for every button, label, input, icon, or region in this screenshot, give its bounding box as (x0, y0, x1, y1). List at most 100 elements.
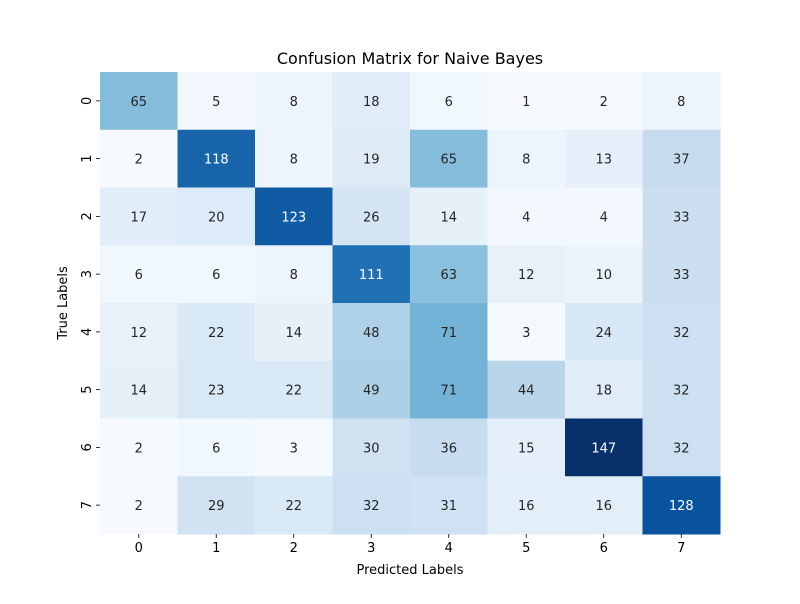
cell-value-label-4-1: 22 (208, 326, 225, 341)
heatmap-cell-6-3 (332, 418, 411, 477)
x-axis-label: Predicted Labels (356, 563, 463, 578)
cell-value-label-0-6: 2 (600, 95, 608, 110)
heatmap-cell-1-0 (100, 129, 178, 188)
cell-value-label-7-3: 32 (363, 499, 380, 514)
cell-value-label-5-6: 18 (595, 384, 612, 399)
heatmap-cell-2-2 (255, 187, 333, 246)
cell-value-label-5-1: 23 (208, 384, 225, 399)
heatmap-cell-7-3 (332, 476, 411, 535)
heatmap-cell-2-1 (177, 187, 256, 246)
cell-value-label-6-5: 15 (518, 441, 535, 456)
cell-value-label-1-6: 13 (595, 153, 612, 168)
cell-value-label-5-5: 44 (518, 384, 535, 399)
cell-value-label-3-1: 6 (212, 268, 220, 283)
cell-value-label-4-7: 32 (673, 326, 690, 341)
cell-value-label-1-7: 37 (673, 153, 690, 168)
heatmap-cell-3-0 (100, 245, 178, 304)
heatmap-cell-5-7 (642, 360, 721, 419)
heatmap-cell-7-6 (565, 476, 643, 535)
cell-value-label-1-3: 19 (363, 153, 380, 168)
heatmap-cell-6-4 (410, 418, 488, 477)
y-tick-label-5: 5 (80, 385, 95, 393)
x-tick-label-1: 1 (212, 541, 220, 556)
heatmap-cell-1-2 (255, 129, 333, 188)
heatmap-cell-3-7 (642, 245, 721, 304)
heatmap-cell-2-5 (487, 187, 566, 246)
y-tick-label-0: 0 (80, 97, 95, 105)
heatmap-cell-0-4 (410, 72, 488, 131)
heatmap-cell-7-2 (255, 476, 333, 535)
heatmap-cell-0-1 (177, 72, 256, 131)
cell-value-label-1-1: 118 (204, 153, 229, 168)
cell-value-label-0-1: 5 (212, 95, 220, 110)
cell-value-label-6-7: 32 (673, 441, 690, 456)
x-tick-label-6: 6 (600, 541, 608, 556)
x-tick-label-4: 4 (445, 541, 453, 556)
heatmap-cell-4-5 (487, 303, 566, 362)
y-axis-label: True Labels (56, 266, 71, 341)
heatmap-cell-3-3 (332, 245, 411, 304)
cell-value-label-6-6: 147 (591, 441, 616, 456)
cell-value-label-7-4: 31 (440, 499, 457, 514)
cell-value-label-4-2: 14 (285, 326, 302, 341)
heatmap-cell-3-6 (565, 245, 643, 304)
y-tick-label-2: 2 (80, 212, 95, 220)
heatmap-cell-7-1 (177, 476, 256, 535)
y-axis-ticks: 0 1 2 3 4 5 6 7 (80, 97, 100, 509)
cell-value-label-0-4: 6 (445, 95, 453, 110)
cell-value-label-6-4: 36 (440, 441, 457, 456)
cell-value-label-0-0: 65 (130, 95, 147, 110)
heatmap-cell-6-6 (565, 418, 643, 477)
heatmap-cell-1-5 (487, 129, 566, 188)
heatmap-cell-1-1 (177, 129, 256, 188)
heatmap-cell-4-3 (332, 303, 411, 362)
x-tick-label-2: 2 (290, 541, 298, 556)
cell-value-label-0-7: 8 (677, 95, 685, 110)
cell-value-label-7-6: 16 (595, 499, 612, 514)
heatmap-cell-4-4 (410, 303, 488, 362)
cell-value-label-6-3: 30 (363, 441, 380, 456)
heatmap-cell-4-7 (642, 303, 721, 362)
heatmap-cell-6-0 (100, 418, 178, 477)
heatmap-cell-0-0 (100, 72, 178, 131)
heatmap-cell-7-4 (410, 476, 488, 535)
heatmap-cell-0-7 (642, 72, 721, 131)
cell-value-label-2-5: 4 (522, 210, 530, 225)
cell-value-label-3-2: 8 (290, 268, 298, 283)
heatmap-cell-3-4 (410, 245, 488, 304)
heatmap-cell-3-5 (487, 245, 566, 304)
cell-value-label-1-0: 2 (135, 153, 143, 168)
heatmap-cell-7-7 (642, 476, 721, 535)
heatmap-cell-2-7 (642, 187, 721, 246)
heatmap-cell-5-4 (410, 360, 488, 419)
heatmap-cell-3-2 (255, 245, 333, 304)
cell-value-label-5-3: 49 (363, 384, 380, 399)
y-tick-label-7: 7 (80, 501, 95, 509)
heatmap-cell-2-6 (565, 187, 643, 246)
heatmap-cell-1-7 (642, 129, 721, 188)
cell-value-label-2-7: 33 (673, 210, 690, 225)
cell-value-label-0-2: 8 (290, 95, 298, 110)
cell-value-label-7-1: 29 (208, 499, 225, 514)
heatmap-cell-3-1 (177, 245, 256, 304)
chart-title: Confusion Matrix for Naive Bayes (277, 49, 543, 68)
cell-value-label-2-1: 20 (208, 210, 225, 225)
heatmap-cell-7-5 (487, 476, 566, 535)
cell-value-label-0-3: 18 (363, 95, 380, 110)
heatmap-cell-1-3 (332, 129, 411, 188)
heatmap-cell-1-6 (565, 129, 643, 188)
y-tick-label-4: 4 (80, 328, 95, 336)
cell-value-label-5-7: 32 (673, 384, 690, 399)
cell-value-label-6-2: 3 (290, 441, 298, 456)
heatmap-cell-6-1 (177, 418, 256, 477)
cell-value-label-3-6: 10 (595, 268, 612, 283)
x-tick-label-0: 0 (135, 541, 143, 556)
x-tick-label-3: 3 (367, 541, 375, 556)
heatmap-cell-0-3 (332, 72, 411, 131)
cell-value-label-4-0: 12 (130, 326, 147, 341)
heatmap-cell-5-0 (100, 360, 178, 419)
cell-value-label-7-0: 2 (135, 499, 143, 514)
cell-value-label-1-4: 65 (440, 153, 457, 168)
